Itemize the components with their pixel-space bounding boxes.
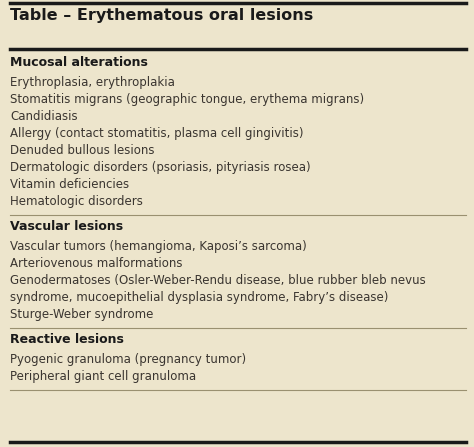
Text: Genodermatoses (Osler-Weber-Rendu disease, blue rubber bleb nevus: Genodermatoses (Osler-Weber-Rendu diseas…: [10, 274, 426, 287]
Text: Pyogenic granuloma (pregnancy tumor): Pyogenic granuloma (pregnancy tumor): [10, 353, 246, 366]
Text: Vitamin deficiencies: Vitamin deficiencies: [10, 178, 129, 191]
Text: Table – Erythematous oral lesions: Table – Erythematous oral lesions: [10, 8, 313, 23]
Text: Denuded bullous lesions: Denuded bullous lesions: [10, 144, 155, 157]
Text: Peripheral giant cell granuloma: Peripheral giant cell granuloma: [10, 370, 196, 383]
Text: syndrome, mucoepithelial dysplasia syndrome, Fabry’s disease): syndrome, mucoepithelial dysplasia syndr…: [10, 291, 388, 304]
Text: Sturge-Weber syndrome: Sturge-Weber syndrome: [10, 308, 154, 321]
Text: Arteriovenous malformations: Arteriovenous malformations: [10, 257, 182, 270]
Text: Allergy (contact stomatitis, plasma cell gingivitis): Allergy (contact stomatitis, plasma cell…: [10, 127, 303, 140]
Text: Candidiasis: Candidiasis: [10, 110, 78, 123]
Text: Hematologic disorders: Hematologic disorders: [10, 195, 143, 208]
Text: Vascular lesions: Vascular lesions: [10, 220, 123, 233]
Text: Stomatitis migrans (geographic tongue, erythema migrans): Stomatitis migrans (geographic tongue, e…: [10, 93, 364, 106]
Text: Dermatologic disorders (psoriasis, pityriasis rosea): Dermatologic disorders (psoriasis, pityr…: [10, 161, 310, 174]
Text: Mucosal alterations: Mucosal alterations: [10, 56, 148, 69]
Text: Vascular tumors (hemangioma, Kaposi’s sarcoma): Vascular tumors (hemangioma, Kaposi’s sa…: [10, 240, 307, 253]
Text: Erythroplasia, erythroplakia: Erythroplasia, erythroplakia: [10, 76, 175, 89]
Text: Reactive lesions: Reactive lesions: [10, 333, 124, 346]
